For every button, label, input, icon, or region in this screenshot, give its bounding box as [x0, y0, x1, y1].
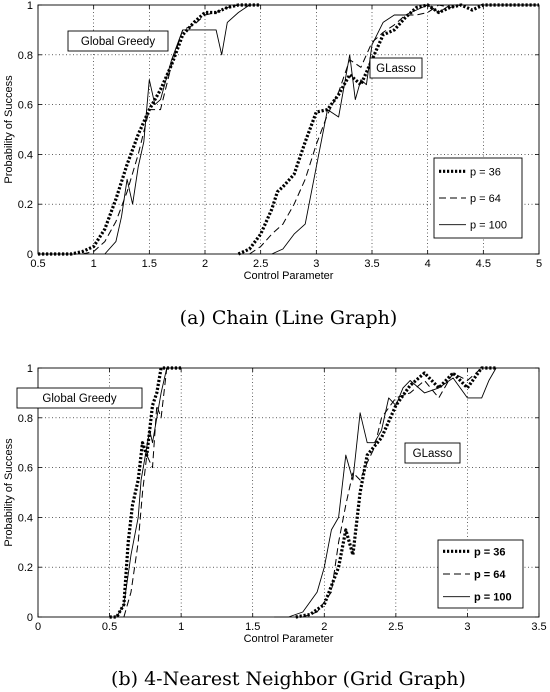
annotation-box	[67, 30, 169, 52]
series-line-p100-glasso	[271, 4, 539, 255]
chart-b: 0 0.5 1 1.5 2 2.5 3 3.5 0 0.2 0.4 0.6 0.8 1 Global Gre…	[3, 363, 547, 690]
annotation-label: GLasso	[376, 63, 416, 75]
y-tick-label: 1	[27, 363, 33, 375]
y-tick-label: 0.6	[18, 463, 33, 475]
x-axis-label: Control Parameter	[244, 270, 334, 282]
annotation-label: Global Greedy	[42, 393, 116, 405]
series-line-p64-glasso	[249, 4, 539, 255]
y-tick-label: 0.6	[18, 100, 33, 112]
x-tick-label: 2	[202, 258, 208, 270]
y-tick-label: 0.4	[18, 512, 33, 524]
y-tick-label: 0.8	[18, 50, 33, 62]
series-line-p36-glasso	[237, 3, 539, 256]
x-tick-label: 3	[313, 258, 319, 270]
annotation-label: Global Greedy	[81, 36, 155, 48]
x-tick-label: 0	[35, 621, 41, 633]
x-tick-label: 1	[91, 258, 97, 270]
series-line-p100-global-greedy	[116, 367, 182, 618]
legend-label: p = 36	[474, 546, 506, 558]
legend-label: p = 64	[474, 569, 506, 581]
x-tick-label: 2	[321, 621, 327, 633]
chart-a: 0.5 1 1.5 2 2.5 3 3.5 4 4.5 5 0 0.2 0.4 0.6 0.8 1 Global…	[3, 0, 542, 329]
y-tick-label: 0.4	[18, 149, 33, 161]
x-tick-label: 2.5	[388, 621, 403, 633]
x-tick-label: 3.5	[364, 258, 379, 270]
x-tick-label: 2.5	[253, 258, 268, 270]
y-tick-label: 0	[27, 249, 33, 261]
x-tick-label: 3.5	[531, 621, 546, 633]
x-tick-label: 0.5	[30, 258, 45, 270]
x-tick-label: 5	[536, 258, 542, 270]
y-tick-label: 0.8	[18, 413, 33, 425]
annotation-label: GLasso	[413, 448, 453, 460]
annotation-box	[404, 442, 461, 464]
legend-label: p = 64	[470, 193, 501, 205]
legend-label: p = 100	[470, 220, 507, 232]
y-tick-label: 0.2	[18, 199, 33, 211]
series-line-p36-glasso	[295, 366, 497, 619]
y-axis-label: Probability of Success	[3, 75, 15, 184]
x-tick-label: 1.5	[245, 621, 260, 633]
series-line-p100-global-greedy	[104, 4, 261, 255]
plot-frame	[37, 367, 540, 618]
series-line-p100-glasso	[274, 367, 497, 618]
x-tick-label: 1.5	[142, 258, 157, 270]
y-tick-label: 1	[27, 0, 33, 12]
y-tick-label: 0	[27, 612, 33, 624]
series-line-p64-global-greedy	[82, 4, 261, 255]
x-tick-label: 4.5	[476, 258, 491, 270]
x-tick-label: 3	[464, 621, 470, 633]
x-tick-label: 4	[425, 258, 431, 270]
figure-caption: (a) Chain (Line Graph)	[180, 307, 398, 329]
x-axis-label: Control Parameter	[244, 633, 334, 645]
annotation-box	[369, 57, 423, 79]
x-tick-label: 0.5	[102, 621, 117, 633]
x-tick-label: 1	[178, 621, 184, 633]
figure-caption: (b) 4-Nearest Neighbor (Grid Graph)	[111, 668, 466, 690]
annotation-box	[16, 387, 143, 409]
series-line-p64-global-greedy	[123, 367, 182, 618]
series-line-p64-glasso	[302, 367, 497, 618]
y-axis-label: Probability of Success	[3, 438, 15, 547]
plot-frame	[37, 4, 540, 255]
legend-label: p = 36	[470, 166, 501, 178]
y-tick-label: 0.2	[18, 562, 33, 574]
legend-label: p = 100	[474, 592, 512, 604]
